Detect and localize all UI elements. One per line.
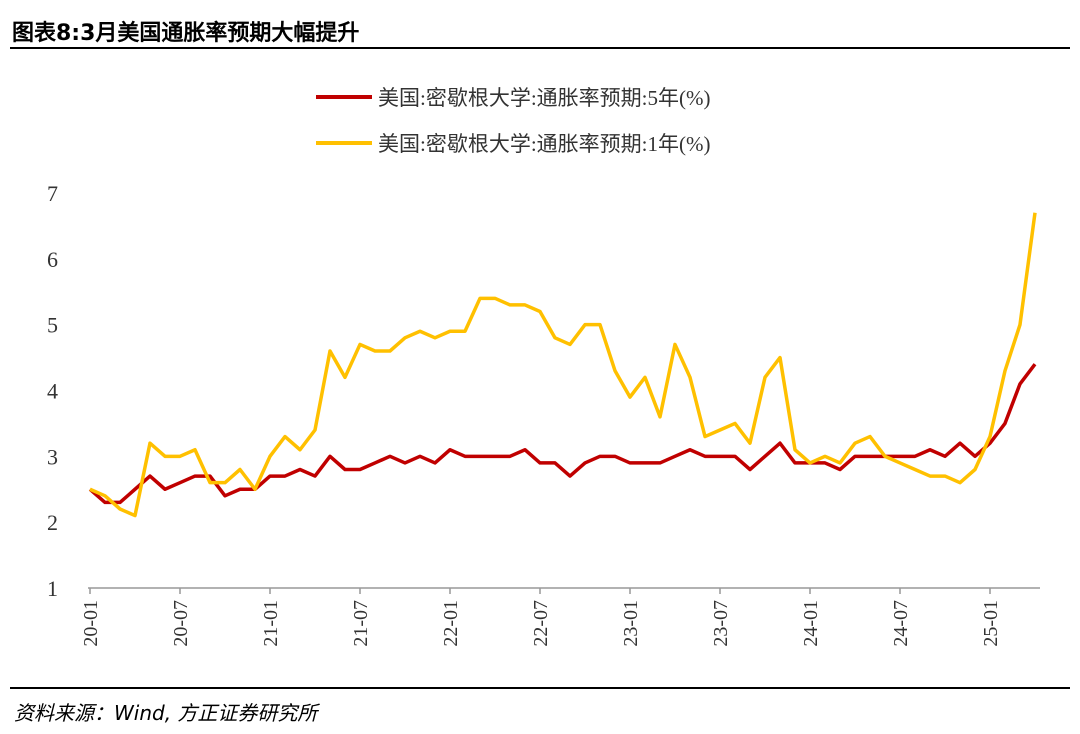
x-tick-label: 23-01 [620, 600, 642, 647]
y-tick-label: 6 [47, 247, 58, 272]
x-tick-label: 24-01 [800, 600, 822, 647]
x-tick-label: 21-01 [260, 600, 282, 647]
x-tick-label: 22-07 [530, 600, 552, 647]
series-line [88, 363, 1037, 505]
x-tick-label: 22-01 [440, 600, 462, 647]
chart-title: 图表8:3月美国通胀率预期大幅提升 [12, 20, 359, 46]
x-tick-label: 24-07 [890, 600, 912, 647]
y-tick-label: 4 [47, 379, 58, 404]
y-tick-label: 7 [47, 181, 58, 206]
x-tick-label: 25-01 [980, 600, 1002, 647]
x-tick-label: 23-07 [710, 600, 732, 647]
x-tick-label: 20-01 [80, 600, 102, 647]
y-tick-label: 3 [47, 444, 58, 469]
y-tick-label: 1 [47, 576, 58, 601]
source: 资料来源：Wind, 方正证券研究所 [14, 701, 320, 725]
legend-label: 美国:密歇根大学:通胀率预期:5年(%) [378, 86, 710, 110]
x-tick-label: 21-07 [350, 600, 372, 647]
y-tick-label: 5 [47, 313, 58, 338]
legend-label: 美国:密歇根大学:通胀率预期:1年(%) [378, 132, 710, 156]
x-tick-label: 20-07 [170, 600, 192, 647]
y-tick-label: 2 [47, 510, 58, 535]
series-line [89, 212, 1037, 518]
